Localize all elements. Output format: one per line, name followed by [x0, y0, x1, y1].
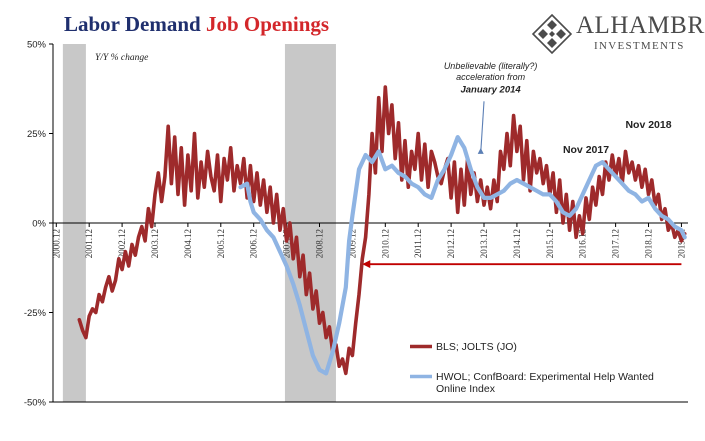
brand-sub: INVESTMENTS: [594, 40, 685, 52]
y-tick-label: 25%: [27, 129, 47, 140]
y-tick-label: -50%: [24, 398, 47, 409]
pointer-arrow-head: [477, 147, 484, 154]
legend-label: Online Index: [436, 383, 496, 395]
x-tick-label: 2013.12: [479, 229, 489, 258]
range-arrow-head: [362, 260, 371, 269]
legend-label: HWOL; ConfBoard: Experimental Help Wante…: [436, 371, 654, 383]
x-tick-label: 2011.12: [413, 229, 423, 258]
x-tick-label: 2005.12: [216, 229, 226, 258]
x-tick-label: 2018.12: [644, 229, 654, 258]
legend-label: BLS; JOLTS (JO): [436, 341, 517, 353]
x-tick-label: 2015.12: [545, 229, 555, 258]
x-tick-label: 2008.12: [315, 229, 325, 258]
y-tick-label: 50%: [27, 40, 47, 51]
title-part-1: Labor Demand: [64, 12, 201, 36]
y-tick-label: -25%: [24, 308, 47, 319]
annotation-label: Nov 2017: [563, 144, 609, 156]
title-part-2: Job Openings: [205, 12, 330, 36]
x-tick-label: 2014.12: [512, 229, 522, 258]
x-tick-label: 2009.12: [347, 229, 357, 258]
annotation-label: January 2014: [460, 84, 521, 95]
annotation-label: acceleration from: [456, 72, 526, 82]
x-tick-label: 2000.12: [51, 229, 61, 258]
x-tick-label: 2006.12: [249, 229, 259, 258]
x-tick-label: 2004.12: [183, 229, 193, 258]
brand-name: ALHAMBRA: [576, 12, 705, 39]
x-tick-label: 2010.12: [380, 229, 390, 258]
x-tick-label: 2017.12: [611, 229, 621, 258]
x-tick-label: 2012.12: [446, 229, 456, 258]
legend: BLS; JOLTS (JO) HWOL; ConfBoard: Experime…: [410, 341, 654, 395]
annotations: Unbelievable (literally?)acceleration fr…: [362, 61, 682, 269]
hwol-series-line: [238, 135, 687, 376]
x-tick-label: 2007.12: [282, 229, 292, 258]
pointer-arrow-line: [480, 101, 485, 153]
x-tick-label: 2019.12: [676, 229, 686, 258]
y-axis-subtitle: Y/Y % change: [95, 53, 148, 63]
brand-logo: ALHAMBRA INVESTMENTS: [530, 12, 705, 54]
jolts-series-line: [77, 85, 687, 376]
chart-title: Labor Demand Job Openings: [64, 12, 329, 37]
series: [77, 85, 687, 376]
axes: 50% 25% 0% -25% -50% 2000.12 2001.12 2002.12 200…: [24, 40, 688, 409]
x-tick-label: 2016.12: [578, 229, 588, 258]
y-tick-label: 0%: [32, 219, 46, 230]
x-tick-label: 2002.12: [117, 229, 127, 258]
x-tick-label: 2001.12: [84, 229, 94, 258]
annotation-label: Unbelievable (literally?): [444, 61, 538, 71]
x-tick-label: 2003.12: [150, 229, 160, 258]
alhambra-mark-icon: [532, 14, 572, 54]
annotation-label: Nov 2018: [625, 119, 671, 131]
